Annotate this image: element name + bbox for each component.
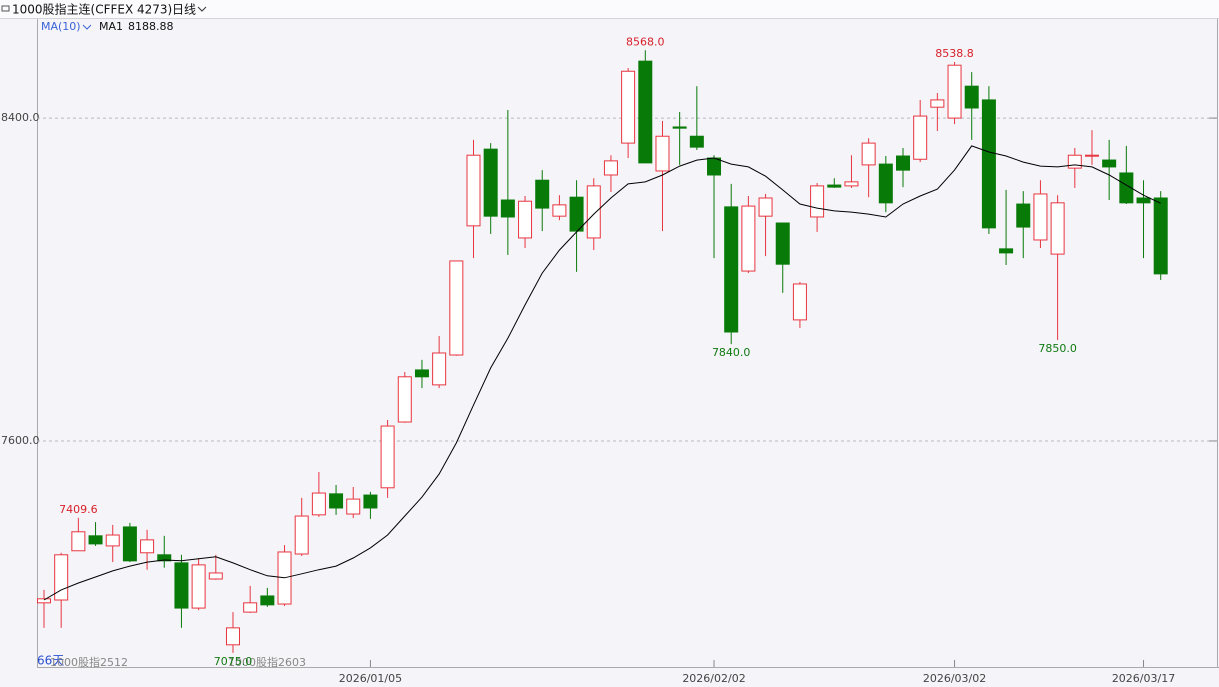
- candle-body: [638, 60, 653, 164]
- candle-body: [999, 248, 1014, 254]
- candle-body: [586, 185, 601, 239]
- candle-body: [981, 99, 996, 229]
- x-tick-label: 2026/01/05: [339, 672, 402, 685]
- low-label: 7075.0: [214, 655, 253, 668]
- candle-body: [689, 135, 704, 148]
- candle-body: [810, 185, 825, 218]
- candle-body: [346, 498, 361, 515]
- candle-body: [1084, 154, 1099, 157]
- candle-body: [500, 199, 515, 218]
- candle-body: [311, 492, 326, 516]
- candle-body: [1050, 202, 1065, 255]
- candle-body: [672, 126, 687, 129]
- x-tick-label: 2026/03/17: [1112, 672, 1175, 685]
- header-icon: [1, 5, 10, 12]
- candle-body: [878, 163, 893, 204]
- candle-body: [122, 526, 137, 562]
- candle-body: [54, 554, 69, 601]
- candle-body: [243, 602, 258, 613]
- candle-body: [930, 99, 945, 108]
- candle-body: [1102, 159, 1117, 168]
- candle-body: [741, 205, 756, 272]
- header-bar: [0, 0, 1219, 18]
- header-title: 1000股指主连(CFFEX 4273): [12, 2, 172, 17]
- candle-body: [827, 184, 842, 188]
- candle-body: [1016, 203, 1031, 228]
- low-label: 7850.0: [1038, 342, 1077, 355]
- candle-body: [105, 534, 120, 547]
- y-tick-label: 8400.0: [1, 111, 40, 124]
- candle-body: [483, 148, 498, 217]
- candle-body: [260, 595, 275, 606]
- candle-body: [140, 539, 155, 554]
- candle-body: [775, 222, 790, 265]
- candle-body: [844, 181, 859, 187]
- x-tick-label: 2026/03/02: [923, 672, 986, 685]
- high-label: 7409.6: [59, 503, 98, 516]
- candle-body: [896, 155, 910, 171]
- ma-name: MA1: [99, 20, 123, 33]
- candle-body: [655, 135, 670, 172]
- candle-body: [861, 142, 876, 166]
- candle-body: [792, 283, 807, 321]
- candle-body: [1136, 197, 1151, 204]
- candle-body: [569, 196, 584, 232]
- ma-value: 8188.88: [128, 20, 174, 33]
- indicator-selector[interactable]: MA(10): [41, 20, 81, 33]
- candle-body: [380, 425, 395, 489]
- candle-body: [535, 179, 550, 209]
- candle-body: [466, 154, 481, 227]
- candle-body: [518, 200, 533, 239]
- candle-body: [552, 204, 567, 217]
- candle-body: [603, 160, 618, 176]
- candle-body: [363, 494, 378, 509]
- candle-body: [208, 572, 223, 580]
- candle-body: [964, 85, 979, 109]
- high-label: 8538.8: [935, 47, 974, 60]
- contract-label: 1000股指2603: [228, 655, 306, 669]
- candle-body: [191, 564, 206, 609]
- candle-body: [1153, 197, 1168, 275]
- candle-body: [947, 64, 962, 119]
- candle-body: [37, 598, 51, 604]
- candle-body: [225, 627, 240, 646]
- candle-body: [414, 369, 429, 378]
- candle-body: [157, 554, 172, 562]
- contract-label: 1000股指2512: [50, 655, 128, 669]
- x-tick-label: 2026/02/02: [682, 672, 745, 685]
- candle-body: [449, 260, 464, 356]
- ma-line: [43, 145, 1161, 601]
- indicator-chevron[interactable]: [82, 24, 92, 30]
- candle-body: [1119, 172, 1134, 204]
- candle-body: [1067, 154, 1082, 169]
- candle-body: [1033, 193, 1048, 241]
- candle-body: [913, 115, 928, 160]
- candle-body: [88, 535, 103, 545]
- candle-body: [432, 352, 447, 386]
- y-tick-label: 7600.0: [1, 434, 40, 447]
- candle-body: [174, 562, 189, 609]
- candle-body: [397, 376, 412, 423]
- days-label: 66天: [37, 654, 64, 668]
- candle-body: [758, 197, 773, 217]
- high-label: 8568.0: [626, 35, 665, 48]
- candle-body: [621, 70, 636, 144]
- period-chevron[interactable]: [197, 6, 207, 12]
- candle-body: [71, 531, 86, 552]
- candle-body: [294, 515, 309, 555]
- candle-body: [329, 493, 344, 509]
- candle-body: [724, 206, 739, 333]
- candle-body: [707, 157, 722, 176]
- period-selector[interactable]: 日线: [172, 3, 196, 17]
- low-label: 7840.0: [712, 346, 751, 359]
